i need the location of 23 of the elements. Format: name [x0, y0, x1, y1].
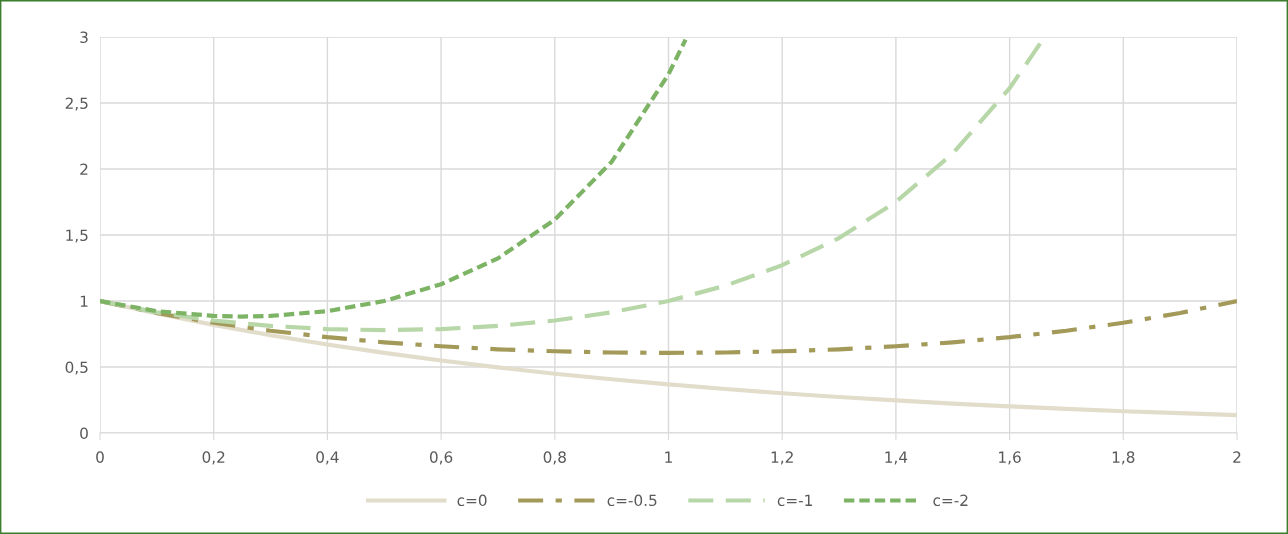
y-tick-label: 1,5 — [66, 229, 88, 243]
y-tick-label: 3 — [80, 31, 88, 44]
x-tick-label: 1,4 — [885, 451, 908, 465]
y-tick-label: 2,5 — [65, 97, 88, 111]
x-tick-label: 0,4 — [316, 451, 339, 465]
line-series — [100, 37, 688, 319]
x-tick-label: 0 — [96, 451, 104, 463]
y-tick-label: 2 — [80, 163, 88, 175]
x-tick-label: 0,6 — [429, 451, 453, 465]
x-tick-label: 1,2 — [771, 451, 793, 465]
x-tick-label: 2 — [1233, 451, 1241, 463]
legend-label: c=-1 — [777, 494, 812, 507]
x-tick-label: 1,8 — [1112, 451, 1135, 465]
legend-label: c=-2 — [933, 494, 968, 507]
y-tick-label: 1 — [80, 295, 88, 307]
x-tick-label: 1 — [665, 451, 672, 463]
x-tick-label: 1,6 — [999, 451, 1021, 465]
y-tick-label: 0 — [80, 427, 88, 440]
x-tick-label: 0,2 — [202, 451, 225, 465]
y-tick-label: 0,5 — [65, 361, 88, 375]
x-tick-label: 0,8 — [543, 451, 566, 465]
legend-label: c=0 — [457, 494, 487, 507]
legend-label: c=-0.5 — [607, 494, 657, 507]
